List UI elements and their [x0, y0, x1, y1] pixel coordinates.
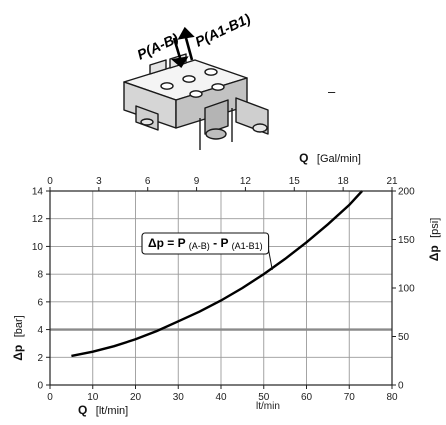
formula-leader-line [268, 249, 273, 271]
y-right-unit: [psi] [429, 218, 441, 238]
series-curve [71, 190, 363, 358]
y-right-tick-label: 100 [398, 284, 415, 295]
formula-annotation: Δp = P (A-B) - P (A1-B1) [141, 232, 273, 271]
y-right-tick-label: 150 [398, 235, 415, 246]
y-left-symbol: Δp [11, 345, 25, 361]
y-left-tick-label: 6 [37, 297, 43, 308]
x-bottom-tick-label: 50 [258, 392, 270, 403]
x-top-tick-label: 3 [96, 176, 102, 187]
formula-sub-1: (A-B) [189, 241, 210, 251]
formula-box [141, 232, 270, 255]
x-top-symbol: Q [299, 151, 308, 165]
dash-mark: – [328, 84, 336, 99]
y-left-tick-label: 8 [37, 270, 43, 281]
y-left-tick-label: 4 [37, 325, 43, 336]
y-right-symbol: Δp [427, 245, 441, 261]
x-bottom-tick-label: 80 [386, 392, 398, 403]
y-left-tick-label: 10 [32, 242, 44, 253]
x-bottom-tick-label: 40 [215, 392, 227, 403]
x-bottom-axis-title: Q [lt/min] [78, 401, 128, 418]
valve-block-icon [123, 53, 269, 150]
chart: 0 10 20 30 40 50 60 70 800 3 6 9 12 15 18 2102468101214… [9, 149, 442, 418]
pressure-arrows-icon [171, 26, 195, 68]
y-right-axis-title: Δp [psi] [425, 218, 442, 262]
formula-mid: - P [213, 236, 228, 250]
y-right-tick-label: 0 [398, 381, 404, 392]
y-left-tick-label: 12 [32, 214, 44, 225]
y-right-tick-label: 200 [398, 187, 415, 198]
x-top-tick-label: 12 [240, 176, 252, 187]
x-bottom-symbol: Q [78, 403, 87, 417]
x-top-tick-label: 6 [145, 176, 151, 187]
x-top-tick-label: 15 [289, 176, 301, 187]
formula-text: Δp = P (A-B) - P (A1-B1) [148, 236, 263, 252]
formula-lead: Δp = P [148, 236, 186, 250]
y-left-tick-label: 14 [32, 187, 44, 198]
y-left-tick-label: 0 [37, 381, 43, 392]
y-left-unit: [bar] [13, 315, 25, 337]
y-right-tick-label: 50 [398, 332, 410, 343]
x-top-unit: [Gal/min] [317, 153, 361, 165]
x-bottom-extra-label: lt/min [256, 401, 280, 412]
x-top-tick-label: 18 [338, 176, 350, 187]
tick-labels: 0 10 20 30 40 50 60 70 800 3 6 9 12 15 18 2102468101214… [32, 176, 415, 403]
x-bottom-tick-label: 20 [130, 392, 142, 403]
formula-sub-2: (A1-B1) [232, 241, 263, 251]
valve-illustration: P(A-B) P(A1-B1) – [123, 10, 336, 150]
x-top-axis-title: Q [Gal/min] [299, 149, 361, 166]
x-top-tick-label: 0 [47, 176, 53, 187]
x-bottom-tick-label: 30 [173, 392, 185, 403]
grid [50, 191, 392, 385]
x-bottom-tick-label: 70 [344, 392, 356, 403]
x-bottom-unit: [lt/min] [96, 405, 128, 417]
x-top-tick-label: 21 [386, 176, 398, 187]
x-top-tick-label: 9 [194, 176, 200, 187]
x-bottom-tick-label: 0 [47, 392, 53, 403]
x-bottom-tick-label: 10 [87, 392, 99, 403]
y-left-tick-label: 2 [37, 353, 43, 364]
x-bottom-tick-label: 60 [301, 392, 313, 403]
port-label-right: P(A1-B1) [193, 10, 254, 50]
y-left-axis-title: Δp [bar] [9, 315, 26, 360]
